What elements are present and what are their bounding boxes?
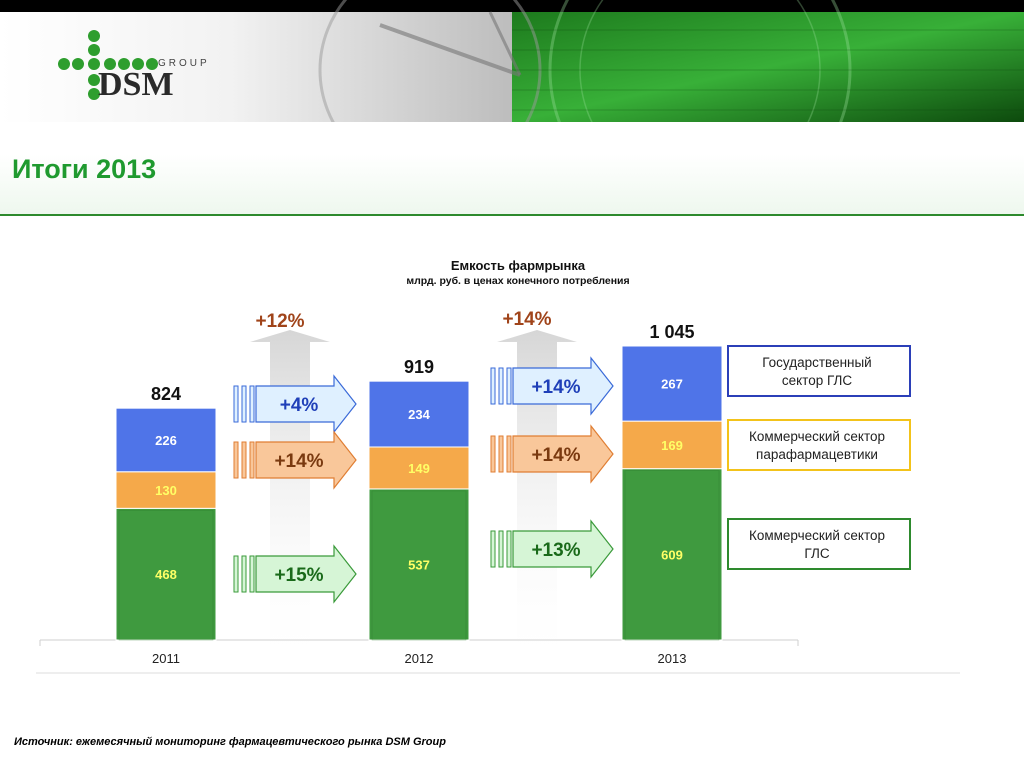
arrow-tail-bar xyxy=(241,385,247,423)
chart-title: Емкость фармрынка xyxy=(451,258,586,273)
legend-item-line: ГЛС xyxy=(804,546,829,561)
bar-total-label: 824 xyxy=(151,384,181,404)
segment-growth-arrow: +4% xyxy=(233,374,357,434)
source-note: Источник: ежемесячный мониторинг фармаце… xyxy=(14,736,446,748)
arrow-tail-bar xyxy=(498,367,504,405)
legend-item-label: Государственный сектор ГЛС xyxy=(762,355,871,388)
segment-growth-arrow: +15% xyxy=(233,544,357,604)
logo-group-text: GROUP xyxy=(158,58,210,69)
total-growth-label: +14% xyxy=(502,309,551,330)
arrow-body xyxy=(255,430,357,490)
arrow-body xyxy=(255,374,357,434)
segment-growth-arrow: +13% xyxy=(490,519,614,579)
arrow-tail-bar xyxy=(498,435,504,473)
commercial-gls-segment xyxy=(368,488,470,641)
title-band: Итоги 2013 xyxy=(0,122,1024,216)
segment-value-label: 537 xyxy=(408,557,430,572)
segment-growth-arrow: +14% xyxy=(490,424,614,484)
arrow-tail-bar xyxy=(249,385,255,423)
arrow-tail-bar xyxy=(506,367,512,405)
arrow-tail-bar xyxy=(241,555,247,593)
segment-value-label: 149 xyxy=(408,461,430,476)
segment-growth-arrow: +14% xyxy=(233,430,357,490)
arrow-tail-bar xyxy=(490,435,496,473)
chart-subtitle: млрд. руб. в ценах конечного потребления xyxy=(406,275,629,287)
logo-dots xyxy=(58,30,158,100)
segment-value-label: 169 xyxy=(661,438,683,453)
segment-value-label: 130 xyxy=(155,483,177,498)
state-gls-segment xyxy=(621,345,723,422)
commercial-parapharm-segment xyxy=(621,420,723,470)
segment-value-label: 609 xyxy=(661,547,683,562)
page-title: Итоги 2013 xyxy=(12,154,157,184)
commercial-parapharm-segment xyxy=(368,446,470,490)
segment-value-label: 468 xyxy=(155,567,177,582)
arrow-body xyxy=(512,424,614,484)
segment-inner-edge xyxy=(118,510,214,641)
growth-up-arrow xyxy=(497,330,577,672)
legend-item-label: Коммерческий сектор ГЛС xyxy=(749,528,885,561)
legend-item-line: Коммерческий сектор xyxy=(749,528,885,543)
arrow-tail-bar xyxy=(506,530,512,568)
arrow-body xyxy=(255,544,357,604)
commercial-gls-segment xyxy=(115,507,217,641)
segment-growth-label: +14% xyxy=(531,377,580,398)
header-banner: GROUP DSM xyxy=(0,0,1024,122)
legend-item-box xyxy=(727,345,911,397)
bar-total-label: 919 xyxy=(404,357,434,377)
arrow-body xyxy=(512,356,614,416)
banner-graphic xyxy=(0,0,1024,122)
segment-growth-label: +15% xyxy=(274,565,323,586)
segment-value-label: 226 xyxy=(155,433,177,448)
legend-item-line: парафармацевтики xyxy=(756,447,878,462)
arrow-tail-bar xyxy=(506,435,512,473)
arrow-body xyxy=(512,519,614,579)
total-growth-label: +12% xyxy=(255,311,304,332)
arrow-tail-bar xyxy=(498,530,504,568)
segment-growth-label: +14% xyxy=(531,445,580,466)
segment-growth-arrow: +14% xyxy=(490,356,614,416)
segment-value-label: 267 xyxy=(661,377,683,392)
logo-brand: DSM xyxy=(98,66,174,103)
arrow-tail-bar xyxy=(249,555,255,593)
category-label: 2011 xyxy=(152,651,180,666)
segment-growth-label: +13% xyxy=(531,540,580,561)
legend-item-line: сектор ГЛС xyxy=(782,373,853,388)
legend-item-box xyxy=(727,419,911,471)
arrow-tail-bar xyxy=(490,530,496,568)
segment-value-label: 234 xyxy=(408,407,430,422)
legend-item-label: Коммерческий сектор парафармацевтики xyxy=(749,429,885,462)
commercial-parapharm-segment xyxy=(115,471,217,509)
arrow-tail-bar xyxy=(233,441,239,479)
segment-inner-edge xyxy=(371,490,467,641)
segment-inner-edge xyxy=(624,470,720,641)
segment-growth-label: +4% xyxy=(280,395,319,416)
category-label: 2013 xyxy=(658,651,687,666)
legend-item-line: Государственный xyxy=(762,355,871,370)
commercial-gls-segment xyxy=(621,468,723,641)
growth-up-arrow xyxy=(250,330,330,672)
segment-growth-label: +14% xyxy=(274,451,323,472)
state-gls-segment xyxy=(368,380,470,448)
category-label: 2012 xyxy=(405,651,434,666)
legend-item-box xyxy=(727,518,911,570)
bar-total-label: 1 045 xyxy=(649,322,694,342)
arrow-tail-bar xyxy=(233,385,239,423)
arrow-tail-bar xyxy=(490,367,496,405)
arrow-tail-bar xyxy=(241,441,247,479)
arrow-tail-bar xyxy=(233,555,239,593)
legend-item-line: Коммерческий сектор xyxy=(749,429,885,444)
arrow-tail-bar xyxy=(249,441,255,479)
state-gls-segment xyxy=(115,407,217,473)
